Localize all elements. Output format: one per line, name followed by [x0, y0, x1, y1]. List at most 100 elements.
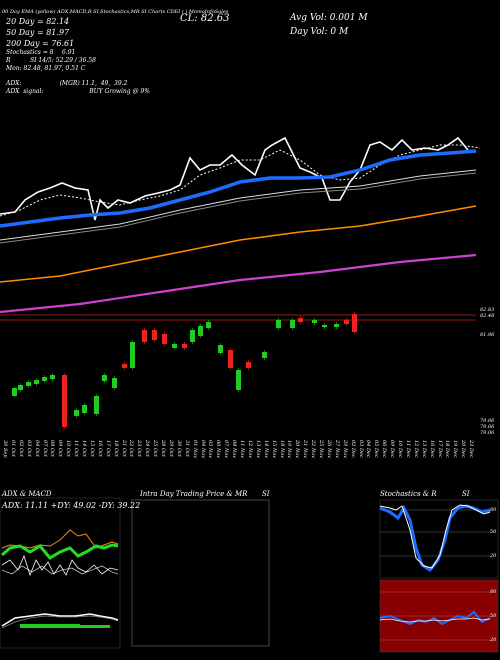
x-axis-date: 13 Dec: [420, 440, 427, 458]
x-axis-date: 11 Oct: [73, 440, 80, 457]
close-price-label: CL: 82.63: [180, 13, 230, 24]
x-axis-date: 25 Oct: [152, 440, 159, 457]
macd-histogram: [20, 624, 110, 628]
intraday-si-label: SI: [262, 490, 270, 498]
x-axis-date: 30 Sep: [2, 440, 8, 458]
ema20-label: 20 Day = 82.14: [6, 17, 70, 26]
rsi-tick: 80: [490, 589, 497, 595]
x-axis-date: 08 Nov: [231, 440, 238, 459]
x-axis-date: 09 Oct: [57, 440, 64, 457]
stochastics-label: Stochastics = 8: [6, 49, 54, 56]
x-axis-date: 31 Oct: [183, 440, 190, 457]
price-tick: 82.83: [480, 307, 495, 313]
rsi-line: [379, 610, 491, 626]
rsi-tick: 50: [490, 613, 497, 619]
x-axis-date: 22 Oct: [128, 440, 135, 457]
x-axis-date: 04 Dec: [365, 440, 372, 458]
intraday-panel-frame: [131, 499, 270, 647]
adx-signal-label: ADX signal: BUY Growing @ 9%: [6, 88, 150, 95]
stoch-tick: 50: [490, 529, 497, 535]
macd-signal-line: [1, 615, 119, 629]
adx-panel-values: ADX: 11.11 +DY: 49.02 -DY: 39.22: [2, 501, 141, 510]
x-axis-date: 07 Oct: [41, 440, 48, 457]
x-axis-date: 10 Dec: [397, 440, 403, 458]
stoch-d-line: [379, 504, 491, 569]
ema-20-line: [0, 149, 477, 228]
x-axis-date: 28 Oct: [160, 440, 166, 457]
x-axis-date: 17 Oct: [104, 440, 111, 457]
x-axis-date: 02 Oct: [17, 440, 24, 457]
indicator-header: 00 Day EMA (yellow) ADX,MACD,R SI,Stocha…: [2, 9, 229, 15]
adx-label: ADX: (MGR) 11.1, 49, 39.2: [6, 80, 128, 87]
x-axis-date: 20 Dec: [460, 440, 467, 458]
stoch-tick: 80: [490, 507, 497, 513]
price-tick: 79.06: [480, 424, 495, 430]
ema50-label: 50 Day = 81.97: [6, 28, 70, 37]
x-axis-date: 14 Nov: [262, 440, 269, 459]
x-axis-date: 05 Dec: [373, 440, 380, 458]
ema-50-line-2: [0, 172, 477, 244]
candlesticks: [12, 312, 357, 429]
ohlc-label: Mon: 82.48, 81.97, 0.51 C: [6, 65, 86, 72]
x-axis-date: 19 Dec: [452, 440, 459, 458]
x-axis-date: 23 Oct: [136, 440, 143, 457]
x-axis-date: 30 Oct: [175, 440, 182, 457]
x-axis-date: 06 Nov: [215, 440, 222, 459]
si-label: SI 14/5: 52.29 / 36.58: [30, 57, 96, 64]
x-axis-date: 14 Oct: [81, 440, 87, 457]
intraday-panel-title: Intra Day Trading Price & MR: [140, 490, 248, 498]
x-axis-date: 12 Dec: [412, 440, 419, 458]
price-tick: 79.06: [480, 418, 495, 424]
ema-100-line: [0, 205, 477, 283]
x-axis-date: 24 Oct: [144, 440, 151, 457]
x-axis-date: 11 Nov: [239, 440, 245, 459]
macd-line: [1, 613, 119, 627]
ema-50-line: [0, 169, 477, 241]
x-axis-date: 22 Nov: [310, 440, 317, 459]
x-axis-date: 11 Dec: [404, 440, 411, 458]
r-label: R: [6, 57, 11, 64]
x-axis-date: 04 Nov: [199, 440, 206, 459]
x-axis-date: 05 Nov: [207, 440, 214, 459]
x-axis-date: 29 Nov: [341, 440, 348, 459]
x-axis-date: 26 Nov: [325, 440, 332, 459]
x-axis-date: 21 Nov: [302, 440, 309, 459]
rsi-tick: 20: [490, 637, 497, 643]
x-axis-date: 01 Oct: [9, 440, 16, 457]
x-axis-date: 12 Nov: [246, 440, 253, 459]
x-axis-date: 13 Nov: [254, 440, 261, 459]
price-tick: 81.96: [480, 332, 495, 338]
x-axis-date: 27 Nov: [333, 440, 340, 459]
avg-volume-label: Avg Vol: 0.001 M: [290, 13, 368, 23]
x-axis-date: 16 Oct: [96, 440, 103, 457]
x-axis-date: 18 Oct: [112, 440, 119, 457]
x-axis-date: 03 Oct: [25, 440, 32, 457]
rsi-line-2: [379, 617, 491, 623]
adx-panel-title: ADX & MACD: [2, 490, 52, 498]
price-line: [0, 136, 469, 221]
x-axis-date: 19 Nov: [286, 440, 293, 459]
x-axis-date: 01 Nov: [191, 440, 198, 459]
x-axis-date: 06 Dec: [381, 440, 388, 458]
price-tick: 79.06: [480, 430, 495, 436]
adx-white-line: [1, 554, 119, 577]
x-axis-date: 03 Dec: [357, 440, 364, 458]
x-axis-date: 18 Nov: [278, 440, 285, 459]
x-axis-date: 07 Nov: [223, 440, 230, 459]
stochastics-si-label: SI: [462, 490, 470, 498]
ema200-label: 200 Day = 76.61: [6, 39, 75, 48]
adx-white-line-2: [1, 565, 119, 575]
x-axis: 30 Sep 01 Oct 02 Oct 03 Oct 04 Oct 07 Oct 08 O…: [0, 440, 476, 490]
x-axis-date: 25 Nov: [318, 440, 324, 459]
x-axis-date: 15 Oct: [88, 440, 95, 457]
x-axis-date: 02 Dec: [349, 440, 356, 458]
x-axis-date: 23 Dec: [468, 440, 475, 458]
x-axis-date: 20 Nov: [294, 440, 301, 459]
stochastics-value: 6.91: [62, 49, 76, 56]
adx-panel-frame: [0, 497, 121, 649]
x-axis-date: 17 Dec: [436, 440, 443, 458]
stochastics-panel-title: Stochastics & R: [380, 490, 437, 498]
x-axis-date: 18 Dec: [444, 440, 451, 458]
adx-green-line: [1, 543, 119, 560]
